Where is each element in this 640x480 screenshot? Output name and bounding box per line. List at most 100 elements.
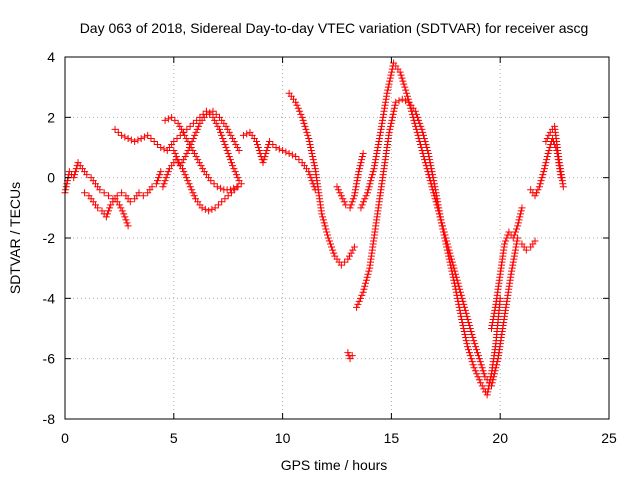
- data-point: [180, 156, 188, 164]
- data-point: [401, 83, 409, 91]
- data-point: [353, 303, 361, 311]
- data-point: [232, 140, 240, 148]
- data-point: [409, 113, 417, 121]
- data-point: [460, 325, 468, 332]
- data-point: [463, 340, 471, 348]
- data-point: [205, 207, 213, 215]
- chart-title: Day 063 of 2018, Sidereal Day-to-day VTE…: [80, 20, 589, 36]
- data-point: [174, 119, 182, 127]
- data-point: [121, 133, 129, 141]
- data-point: [357, 204, 365, 212]
- data-point: [490, 370, 498, 378]
- data-point: [474, 349, 482, 357]
- data-point: [461, 303, 469, 311]
- data-point: [391, 101, 399, 109]
- data-point: [106, 204, 114, 212]
- data-point: [381, 101, 389, 109]
- data-point: [356, 162, 364, 170]
- data-point: [164, 168, 172, 176]
- data-point: [493, 361, 501, 369]
- data-point: [536, 180, 544, 188]
- data-point: [259, 159, 267, 167]
- data-point: [181, 171, 189, 179]
- data-point: [458, 318, 466, 326]
- data-point: [461, 306, 469, 314]
- data-point: [417, 140, 425, 148]
- data-point: [392, 98, 400, 106]
- data-point: [531, 237, 539, 245]
- data-point: [183, 150, 191, 158]
- data-point: [439, 225, 447, 233]
- data-point: [362, 276, 370, 284]
- data-point: [427, 180, 435, 188]
- series-arc-b: [81, 189, 132, 230]
- data-point: [334, 186, 342, 194]
- data-point: [140, 133, 148, 141]
- y-tick-labels: -8 -6 -4 -2 0 2 4: [43, 49, 56, 427]
- data-point: [420, 153, 428, 161]
- data-point: [518, 204, 526, 212]
- data-point: [367, 177, 375, 185]
- data-point: [537, 177, 545, 185]
- data-point: [208, 205, 216, 213]
- data-point: [449, 261, 457, 269]
- data-point: [182, 134, 190, 142]
- data-point: [275, 145, 283, 153]
- data-point: [465, 318, 473, 326]
- data-point: [350, 243, 358, 251]
- data-point: [299, 116, 307, 124]
- data-point: [202, 110, 210, 118]
- data-point: [466, 325, 474, 332]
- data-point: [539, 171, 547, 179]
- data-point: [262, 150, 270, 158]
- data-point: [386, 74, 394, 82]
- data-point: [227, 131, 235, 139]
- data-point: [349, 195, 357, 203]
- data-point: [152, 180, 160, 188]
- data-point: [292, 153, 300, 161]
- data-point: [478, 382, 486, 390]
- data-point: [157, 144, 165, 151]
- data-point: [488, 379, 496, 387]
- axis-ticks: [64, 56, 610, 420]
- data-point: [428, 183, 436, 191]
- data-point: [361, 195, 369, 203]
- data-point: [491, 303, 499, 311]
- data-point: [153, 140, 161, 148]
- data-point: [378, 122, 386, 130]
- data-point: [155, 174, 163, 182]
- data-point: [515, 216, 523, 224]
- data-point: [156, 171, 164, 179]
- data-point: [224, 150, 232, 158]
- data-point: [233, 144, 241, 151]
- data-point: [347, 249, 355, 257]
- data-point: [189, 189, 197, 197]
- data-point: [354, 174, 362, 182]
- data-point: [320, 219, 328, 227]
- data-point: [301, 122, 309, 130]
- data-points: [61, 59, 567, 399]
- data-point: [363, 189, 371, 197]
- data-point: [357, 294, 365, 302]
- data-point: [359, 288, 367, 296]
- data-point: [304, 131, 312, 139]
- data-point: [353, 180, 361, 188]
- data-point: [192, 153, 200, 161]
- data-point: [346, 204, 354, 212]
- data-point: [447, 252, 455, 260]
- data-point: [150, 137, 158, 145]
- data-point: [199, 165, 207, 173]
- data-point: [298, 113, 306, 121]
- data-point: [511, 228, 519, 236]
- data-point: [442, 234, 450, 242]
- data-point: [350, 192, 358, 200]
- data-point: [81, 189, 89, 197]
- data-point: [546, 144, 554, 151]
- data-point: [415, 134, 423, 142]
- data-point: [160, 180, 168, 188]
- data-point: [462, 337, 470, 345]
- data-point: [542, 137, 550, 145]
- data-point: [430, 192, 438, 200]
- data-point: [206, 109, 214, 117]
- data-point: [226, 156, 234, 164]
